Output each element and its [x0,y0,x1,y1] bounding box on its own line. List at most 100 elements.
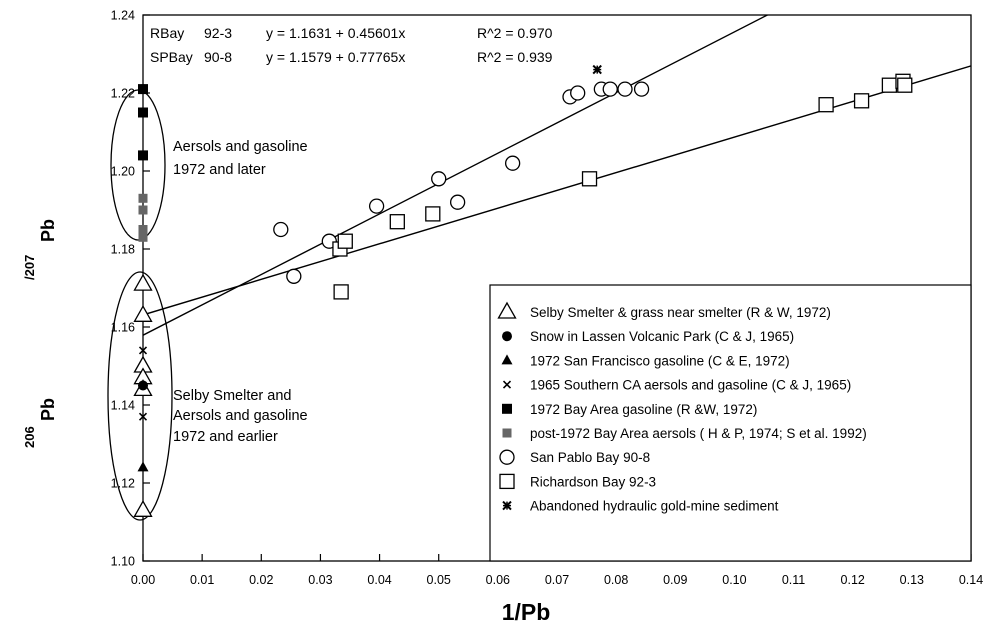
point-open-square [337,233,353,249]
annotation-top-line2: 1972 and later [173,162,266,178]
annotation-bottom-line2: Aersols and gasoline [173,408,308,424]
y-tick-label: 1.24 [111,9,135,23]
y-tick-label: 1.18 [111,243,135,257]
y-tick-label: 1.16 [111,321,135,335]
point-filled-square [138,84,148,95]
point-open-square [389,214,405,230]
fit-line-spbay [143,15,769,336]
legend-marker-gray-square [502,428,512,438]
legend-label: Richardson Bay 92-3 [530,474,656,489]
point-x [138,346,148,355]
point-open-triangle [133,273,153,291]
point-open-circle [617,81,633,97]
fit-equation-spbay: y = 1.1579 + 0.77765x [266,49,405,65]
y-tick-label: 1.14 [111,399,135,413]
annotation-bottom-line1: Selby Smelter and [173,388,291,404]
legend-label: Selby Smelter & grass near smelter (R & … [530,305,831,320]
y-label-isotope-207: /207 [22,255,37,280]
y-tick-label: 1.22 [111,87,135,101]
legend-marker-filled-square [502,403,512,414]
fit-r2-spbay: R^2 = 0.939 [477,49,553,65]
x-axis-label: 1/Pb [502,599,551,625]
x-tick-label: 0.03 [308,573,332,587]
x-tick-label: 0.12 [841,573,865,587]
point-gray-square [138,205,148,215]
point-star [592,64,602,75]
legend-marker-open-square [499,473,515,490]
point-open-square [333,284,349,300]
point-open-circle [602,81,618,97]
point-open-circle [633,81,650,97]
annotation-bottom-line3: 1972 and earlier [173,429,278,445]
legend-label: Abandoned hydraulic gold-mine sediment [530,499,779,514]
fit-label-rbay: RBay [150,25,184,41]
fit-equation-rbay: y = 1.1631 + 0.45601x [266,25,405,41]
legend-label: 1972 Bay Area gasoline (R &W, 1972) [530,402,757,417]
point-filled-circle [138,380,148,391]
point-open-triangle [133,304,153,322]
x-tick-label: 0.10 [722,573,746,587]
point-open-circle [431,171,447,187]
annotation-top-line1: Aersols and gasoline [173,139,308,155]
legend-marker-open-triangle [497,301,517,319]
x-tick-label: 0.05 [427,573,451,587]
x-axis: 0.00 0.01 0.02 0.03 0.04 0.05 0.06 0.07 0.08 0.09… [131,554,983,587]
y-label-pb-2: Pb [38,219,58,242]
x-tick-label: 0.13 [900,573,924,587]
point-filled-triangle [137,461,149,472]
legend-marker-filled-triangle [501,354,513,365]
fit-label-spbay: SPBay [150,49,193,65]
x-tick-label: 0.11 [782,573,805,587]
point-open-circle [504,155,521,171]
point-filled-square [138,107,148,118]
legend: Selby Smelter & grass near smelter (R & … [489,284,972,562]
x-tick-label: 0.01 [190,573,214,587]
point-x [138,412,148,421]
legend-label: San Pablo Bay 90-8 [530,450,650,465]
fit-id-spbay: 90-8 [204,49,232,65]
x-tick-label: 0.08 [604,573,628,587]
legend-label: post-1972 Bay Area aersols ( H & P, 1974… [530,426,867,441]
point-open-circle [273,221,289,238]
fit-equations: RBay 92-3 y = 1.1631 + 0.45601x R^2 = 0.… [150,25,553,65]
y-tick-label: 1.20 [111,165,135,179]
legend-marker-star [502,500,512,511]
point-open-circle [449,194,466,210]
y-label-isotope-206: 206 [22,426,37,448]
legend-label: 1972 San Francisco gasoline (C & E, 1972… [530,353,790,368]
point-open-square [581,171,598,187]
point-open-circle [570,85,586,101]
point-open-square [881,77,898,93]
x-tick-label: 0.00 [131,573,155,587]
x-tick-label: 0.09 [663,573,687,587]
fit-r2-rbay: R^2 = 0.970 [477,25,553,41]
legend-label: 1965 Southern CA aersols and gasoline (C… [530,378,851,393]
legend-box [489,284,972,562]
y-label-pb-1: Pb [38,398,58,421]
legend-label: Snow in Lassen Volcanic Park (C & J, 196… [530,329,794,344]
y-axis-label: 206 Pb /207 Pb [22,219,58,448]
x-tick-label: 0.14 [959,573,983,587]
ellipse-pre-1972 [107,271,173,521]
point-open-circle [368,198,385,214]
point-gray-square [138,225,148,234]
legend-marker-x [502,380,512,389]
fit-id-rbay: 92-3 [204,25,232,41]
point-open-square [425,206,441,222]
x-tick-label: 0.07 [545,573,569,587]
y-tick-label: 1.12 [111,477,135,491]
data-points [133,64,913,517]
point-filled-square [138,150,148,161]
point-open-square [818,97,834,113]
point-open-triangle [133,499,153,517]
point-open-circle [286,268,302,284]
point-gray-square [138,193,148,203]
x-tick-label: 0.06 [486,573,510,587]
point-open-square [897,77,913,93]
y-tick-label: 1.10 [111,555,135,569]
point-gray-square [138,232,148,242]
point-open-square [853,93,870,109]
legend-marker-filled-circle [502,331,512,342]
x-tick-label: 0.02 [249,573,273,587]
